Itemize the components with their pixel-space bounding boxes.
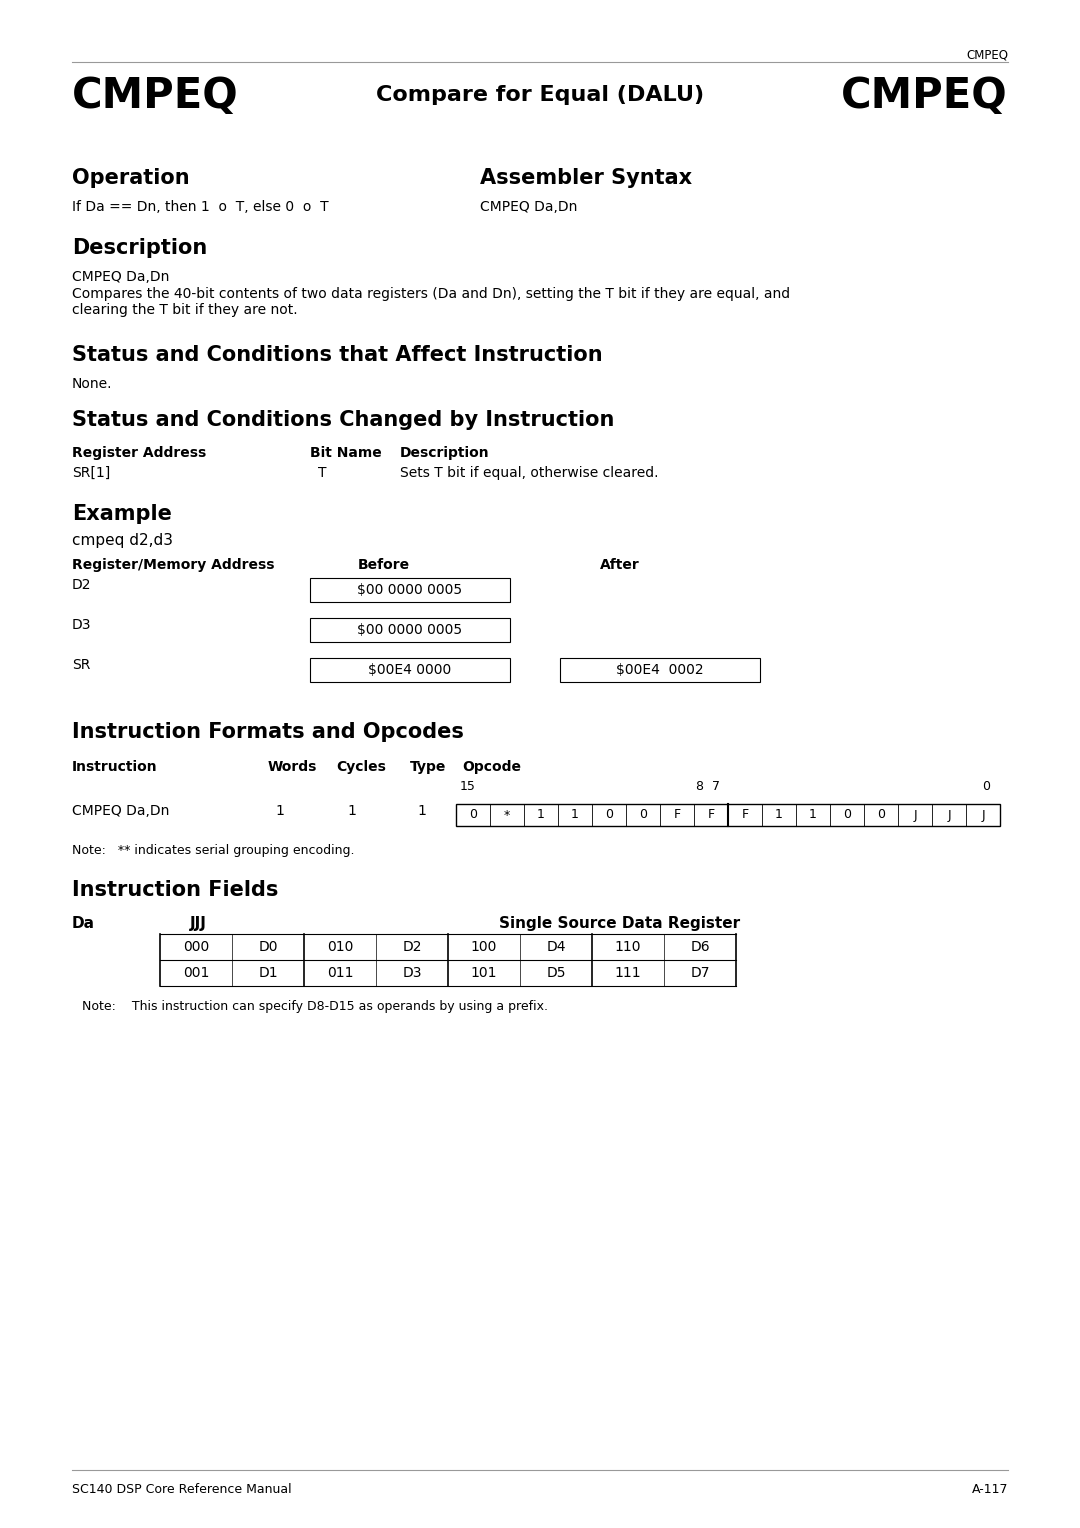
Text: CMPEQ: CMPEQ <box>841 75 1008 118</box>
Text: Instruction Fields: Instruction Fields <box>72 880 279 900</box>
Text: 0: 0 <box>877 808 885 822</box>
Text: Single Source Data Register: Single Source Data Register <box>499 915 741 931</box>
Text: 000: 000 <box>183 940 210 953</box>
Text: $00E4 0000: $00E4 0000 <box>368 663 451 677</box>
Text: 1: 1 <box>418 804 427 817</box>
Text: If Da == Dn, then 1  o  T, else 0  o  T: If Da == Dn, then 1 o T, else 0 o T <box>72 200 328 214</box>
Text: Type: Type <box>410 759 446 775</box>
Text: D5: D5 <box>546 966 566 979</box>
Text: Operation: Operation <box>72 168 190 188</box>
Text: $00 0000 0005: $00 0000 0005 <box>357 623 462 637</box>
Text: D3: D3 <box>72 617 92 633</box>
Text: JJJ: JJJ <box>190 915 207 931</box>
Text: CMPEQ: CMPEQ <box>72 75 239 118</box>
Text: *: * <box>504 808 510 822</box>
Text: J: J <box>982 808 985 822</box>
Text: A-117: A-117 <box>972 1484 1008 1496</box>
Text: Compares the 40-bit contents of two data registers (Da and Dn), setting the T bi: Compares the 40-bit contents of two data… <box>72 287 791 318</box>
Text: 101: 101 <box>471 966 497 979</box>
Text: Description: Description <box>400 446 489 460</box>
Text: F: F <box>707 808 715 822</box>
Text: SR: SR <box>72 659 91 672</box>
Text: 0: 0 <box>469 808 477 822</box>
Text: Register/Memory Address: Register/Memory Address <box>72 558 274 571</box>
Text: D1: D1 <box>258 966 278 979</box>
Text: D0: D0 <box>258 940 278 953</box>
Text: F: F <box>742 808 748 822</box>
Text: D4: D4 <box>546 940 566 953</box>
Text: 0: 0 <box>843 808 851 822</box>
Text: Da: Da <box>72 915 95 931</box>
Text: 010: 010 <box>327 940 353 953</box>
Text: F: F <box>674 808 680 822</box>
Text: 0: 0 <box>605 808 613 822</box>
Bar <box>310 578 510 602</box>
Text: CMPEQ Da,Dn: CMPEQ Da,Dn <box>72 270 170 284</box>
Text: Bit Name: Bit Name <box>310 446 381 460</box>
Text: Note:   ** indicates serial grouping encoding.: Note: ** indicates serial grouping encod… <box>72 843 354 857</box>
Text: Assembler Syntax: Assembler Syntax <box>480 168 692 188</box>
Text: 110: 110 <box>615 940 642 953</box>
Text: Instruction: Instruction <box>72 759 158 775</box>
Bar <box>561 659 760 681</box>
Text: Note:    This instruction can specify D8-D15 as operands by using a prefix.: Note: This instruction can specify D8-D1… <box>82 999 548 1013</box>
Text: 1: 1 <box>348 804 356 817</box>
Text: 1: 1 <box>571 808 579 822</box>
Text: D7: D7 <box>690 966 710 979</box>
Text: Before: Before <box>357 558 410 571</box>
Text: T: T <box>318 466 326 480</box>
Text: CMPEQ Da,Dn: CMPEQ Da,Dn <box>72 804 170 817</box>
Text: Status and Conditions Changed by Instruction: Status and Conditions Changed by Instruc… <box>72 410 615 429</box>
Text: J: J <box>914 808 917 822</box>
Text: $00E4  0002: $00E4 0002 <box>617 663 704 677</box>
Text: None.: None. <box>72 377 112 391</box>
Text: cmpeq d2,d3: cmpeq d2,d3 <box>72 533 173 549</box>
Text: J: J <box>947 808 950 822</box>
Text: 001: 001 <box>183 966 210 979</box>
Text: Status and Conditions that Affect Instruction: Status and Conditions that Affect Instru… <box>72 345 603 365</box>
Text: Register Address: Register Address <box>72 446 206 460</box>
Text: 0: 0 <box>639 808 647 822</box>
Text: Sets T bit if equal, otherwise cleared.: Sets T bit if equal, otherwise cleared. <box>400 466 659 480</box>
Text: 1: 1 <box>275 804 284 817</box>
Text: Compare for Equal (DALU): Compare for Equal (DALU) <box>376 86 704 105</box>
Text: 1: 1 <box>809 808 816 822</box>
Text: $00 0000 0005: $00 0000 0005 <box>357 584 462 597</box>
Text: Instruction Formats and Opcodes: Instruction Formats and Opcodes <box>72 723 464 743</box>
Text: 111: 111 <box>615 966 642 979</box>
Text: SR[1]: SR[1] <box>72 466 110 480</box>
Text: 100: 100 <box>471 940 497 953</box>
Text: D2: D2 <box>72 578 92 591</box>
Text: 011: 011 <box>327 966 353 979</box>
Text: 0: 0 <box>982 779 990 793</box>
Text: 8  7: 8 7 <box>696 779 720 793</box>
Text: 1: 1 <box>537 808 545 822</box>
Text: Words: Words <box>268 759 318 775</box>
Text: 1: 1 <box>775 808 783 822</box>
Bar <box>310 617 510 642</box>
Bar <box>310 659 510 681</box>
Text: Description: Description <box>72 238 207 258</box>
Text: CMPEQ Da,Dn: CMPEQ Da,Dn <box>480 200 578 214</box>
Text: CMPEQ: CMPEQ <box>966 47 1008 61</box>
Text: D3: D3 <box>402 966 422 979</box>
Text: Opcode: Opcode <box>462 759 521 775</box>
Text: 15: 15 <box>460 779 476 793</box>
Text: Example: Example <box>72 504 172 524</box>
Text: D2: D2 <box>402 940 422 953</box>
Bar <box>456 804 1000 827</box>
Text: SC140 DSP Core Reference Manual: SC140 DSP Core Reference Manual <box>72 1484 292 1496</box>
Text: Cycles: Cycles <box>336 759 386 775</box>
Text: After: After <box>600 558 639 571</box>
Text: D6: D6 <box>690 940 710 953</box>
